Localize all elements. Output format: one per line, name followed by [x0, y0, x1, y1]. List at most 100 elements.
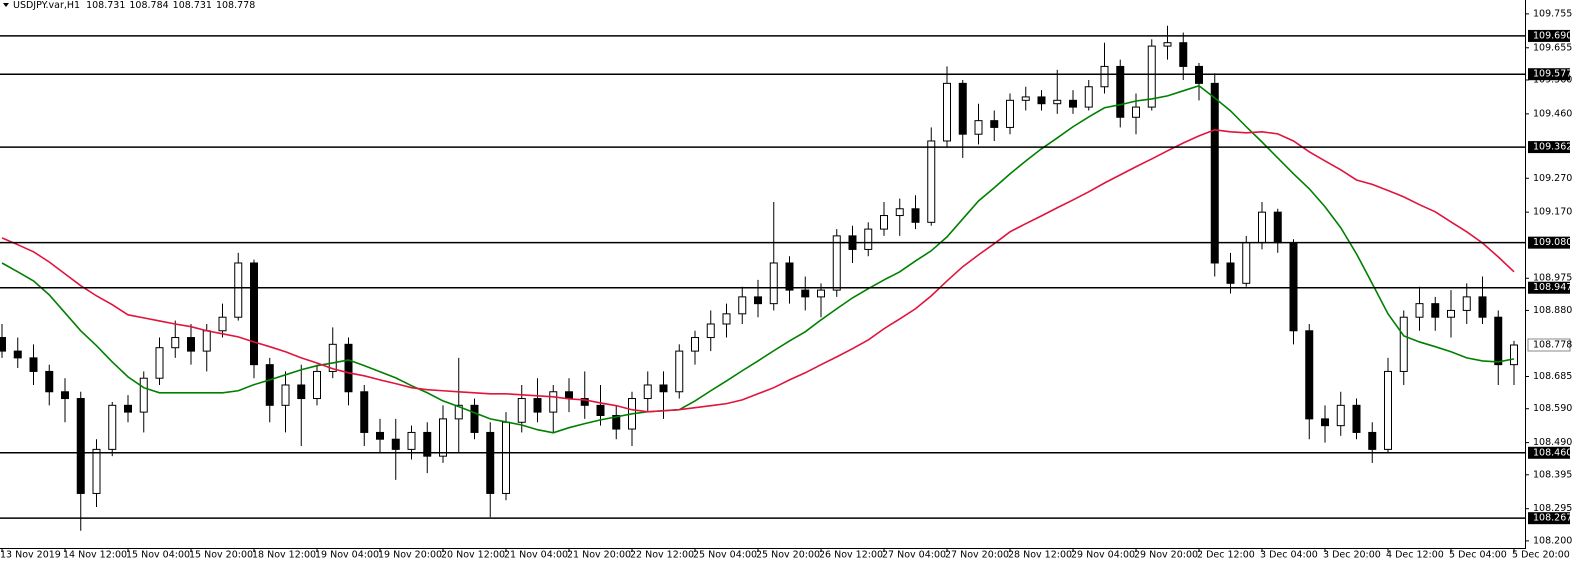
- candle-body: [1321, 418, 1329, 427]
- candle-body: [943, 82, 951, 142]
- candle-body: [376, 431, 384, 440]
- x-tick-label: 14 Nov 12:00: [63, 550, 127, 561]
- candle-body: [832, 235, 841, 291]
- candle-body: [1399, 316, 1408, 372]
- low-value: 108.731: [173, 0, 212, 11]
- level-label-box: [1528, 236, 1570, 249]
- candle-body: [1100, 65, 1109, 88]
- x-tick-label: 19 Nov 20:00: [378, 550, 442, 561]
- level-label-box: [1528, 68, 1570, 81]
- x-tick-label: 15 Nov 20:00: [189, 550, 253, 561]
- candle-body: [612, 414, 621, 430]
- candle-body: [706, 323, 715, 339]
- level-label-box: [1528, 29, 1570, 42]
- candle-body: [659, 384, 668, 393]
- x-tick-label: 28 Nov 12:00: [1008, 550, 1072, 561]
- candle-body: [187, 337, 195, 352]
- candle-body: [1368, 431, 1377, 450]
- plot-area: [0, 25, 1525, 531]
- x-tick-label: 25 Nov 20:00: [756, 550, 820, 561]
- x-tick-label: 19 Nov 04:00: [315, 550, 379, 561]
- x-tick-label: 21 Nov 20:00: [567, 550, 631, 561]
- candle-body: [1163, 42, 1172, 47]
- x-tick-label: 5 Dec 20:00: [1512, 550, 1570, 561]
- candle-body: [1352, 404, 1361, 433]
- y-tick-label: 108.490: [1533, 437, 1572, 448]
- candle-body: [1053, 99, 1062, 105]
- candle-body: [439, 418, 447, 457]
- x-tick-label: 15 Nov 04:00: [126, 550, 190, 561]
- candle-body: [202, 330, 211, 352]
- candle-body: [1069, 99, 1077, 108]
- candle-body: [45, 370, 54, 393]
- y-tick-label: 108.590: [1533, 403, 1572, 414]
- candle-body: [234, 262, 243, 318]
- candle-body: [1462, 296, 1471, 311]
- candle-body: [675, 350, 684, 393]
- candle-body: [108, 404, 117, 450]
- candle-body: [344, 343, 353, 393]
- candle-body: [407, 431, 416, 450]
- level-label: 108.267: [1533, 513, 1572, 524]
- candle-body: [360, 391, 369, 433]
- candle-body: [880, 215, 888, 230]
- candle-body: [139, 377, 148, 413]
- candle-body: [13, 350, 22, 359]
- level-label-box: [1528, 446, 1570, 459]
- candle-body: [454, 404, 463, 420]
- x-tick-label: 25 Nov 04:00: [693, 550, 757, 561]
- close-value: 108.778: [216, 0, 255, 11]
- candle-body: [769, 262, 778, 305]
- x-tick-label: 22 Nov 12:00: [630, 550, 694, 561]
- y-tick-label: 108.685: [1533, 371, 1572, 382]
- candle-body: [974, 120, 983, 135]
- level-label: 109.577: [1533, 69, 1572, 80]
- y-tick-label: 108.880: [1533, 305, 1572, 316]
- x-tick-label: 26 Nov 12:00: [819, 550, 883, 561]
- y-tick-label: 109.655: [1533, 42, 1572, 53]
- x-tick-label: 20 Nov 12:00: [441, 550, 505, 561]
- candle-body: [1305, 330, 1314, 420]
- open-value: 108.731: [86, 0, 125, 11]
- candle-body: [1006, 99, 1014, 128]
- candle-body: [549, 391, 558, 413]
- candle-body: [1431, 303, 1440, 318]
- candle-body: [1289, 242, 1298, 332]
- candle-body: [218, 316, 227, 332]
- candle-body: [1210, 82, 1219, 264]
- candle-body: [281, 384, 290, 406]
- x-tick-label: 27 Nov 20:00: [945, 550, 1009, 561]
- candle-body: [502, 421, 510, 494]
- y-tick-label: 109.460: [1533, 108, 1572, 119]
- candle-body: [801, 289, 810, 298]
- candle-body: [927, 140, 936, 223]
- chart-header: USDJPY.var,H1 108.731 108.784 108.731 108.77…: [13, 0, 255, 11]
- y-tick-label: 108.975: [1533, 273, 1572, 284]
- candle-body: [1084, 86, 1093, 108]
- level-label: 109.690: [1533, 30, 1572, 41]
- candle-body: [722, 313, 731, 325]
- candle-body: [328, 343, 337, 372]
- level-label-box: [1528, 281, 1570, 294]
- candle-body: [1447, 309, 1455, 318]
- candle-body: [817, 289, 825, 298]
- y-tick-label: 108.295: [1533, 503, 1572, 514]
- candle-body: [29, 357, 38, 372]
- candle-body: [738, 296, 747, 315]
- candle-body: [61, 391, 69, 400]
- x-tick-label: 3 Dec 20:00: [1323, 550, 1381, 561]
- candle-body: [0, 337, 6, 352]
- x-tick-label: 18 Nov 12:00: [252, 550, 316, 561]
- y-tick-label: 109.270: [1533, 173, 1572, 184]
- candle-body: [785, 262, 794, 291]
- y-tick-label: 108.395: [1533, 469, 1572, 480]
- candle-body: [1179, 42, 1188, 67]
- y-tick-label: 108.200: [1533, 535, 1572, 546]
- symbol: USDJPY.var,H1: [13, 0, 80, 11]
- candle-body: [1037, 96, 1046, 105]
- x-tick-label: 29 Nov 04:00: [1071, 550, 1135, 561]
- level-label: 108.460: [1533, 447, 1572, 458]
- x-tick-label: 27 Nov 04:00: [882, 550, 946, 561]
- candle-body: [895, 208, 904, 217]
